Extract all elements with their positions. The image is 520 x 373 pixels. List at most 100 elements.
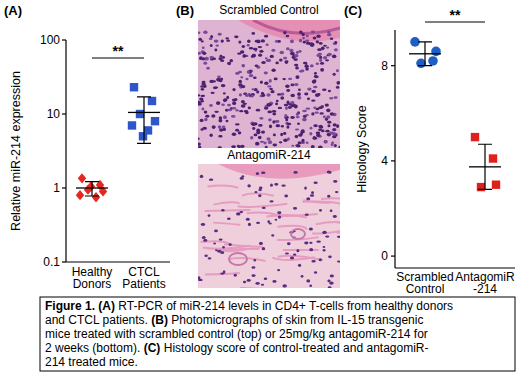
point [139, 132, 147, 140]
y-tick-label: 0 [381, 249, 388, 263]
caption-run: mice treated with scrambled control (top… [45, 327, 428, 341]
nucleus [222, 246, 225, 248]
nucleus [309, 248, 313, 251]
nucleus [313, 86, 318, 88]
nucleus [296, 116, 300, 118]
nucleus [227, 104, 231, 107]
collagen [240, 288, 281, 289]
nucleus [276, 100, 279, 102]
nucleus [336, 124, 339, 128]
photo-background [198, 20, 340, 148]
y-axis [65, 40, 66, 262]
nucleus [302, 37, 305, 40]
nucleus [201, 223, 205, 226]
nucleus [293, 171, 297, 174]
point [130, 83, 138, 91]
nucleus [198, 32, 200, 34]
nucleus [271, 90, 275, 93]
caption-run: and CTCL patients. [45, 313, 151, 327]
nucleus [314, 181, 318, 184]
nucleus [290, 40, 294, 44]
nucleus [275, 120, 280, 123]
nucleus [276, 124, 281, 127]
nucleus [330, 274, 334, 277]
y-tick-label: 4 [381, 154, 388, 168]
caption-line: mice treated with scrambled control (top… [45, 327, 428, 341]
nucleus [271, 234, 274, 236]
nucleus [283, 57, 287, 60]
nucleus [287, 100, 290, 104]
nucleus [304, 64, 308, 67]
nucleus [204, 255, 207, 257]
nucleus [284, 104, 288, 107]
nucleus [223, 92, 226, 94]
nucleus [302, 110, 307, 112]
nucleus [309, 284, 312, 287]
nucleus [264, 278, 268, 281]
nucleus [314, 112, 319, 114]
nucleus [294, 64, 298, 67]
collagen [242, 193, 274, 196]
nucleus [329, 97, 333, 100]
nucleus [237, 145, 240, 148]
nucleus [200, 119, 204, 122]
nucleus [206, 67, 210, 70]
nucleus [227, 62, 230, 65]
nucleus [311, 191, 314, 194]
nucleus [306, 197, 310, 200]
nucleus [251, 266, 255, 269]
nucleus [323, 246, 326, 248]
nucleus [217, 75, 221, 78]
nucleus [204, 118, 208, 121]
photo [198, 20, 340, 148]
nucleus [277, 93, 281, 95]
nucleus [332, 128, 336, 131]
nucleus [286, 47, 290, 50]
caption-run: 214 treated mice. [45, 355, 138, 369]
nucleus [336, 81, 340, 85]
nucleus [325, 130, 329, 133]
nucleus [313, 137, 318, 140]
nucleus [213, 242, 216, 244]
nucleus [255, 64, 259, 66]
nucleus [234, 274, 237, 277]
point [151, 117, 159, 125]
x-tick-label: CTCLPatients [122, 265, 165, 291]
nucleus [295, 144, 299, 146]
nucleus [333, 215, 337, 218]
caption-run: 2 weeks (bottom). [45, 341, 144, 355]
y-tick [391, 160, 395, 161]
nucleus [312, 80, 315, 84]
nucleus [286, 125, 289, 129]
nucleus [204, 110, 208, 113]
nucleus [333, 180, 337, 183]
caption-run: Photomicrographs of skin from IL-15 tran… [168, 313, 423, 327]
nucleus [314, 271, 317, 274]
nucleus [278, 40, 281, 43]
nucleus [262, 247, 266, 250]
collagen [339, 205, 340, 207]
nucleus [198, 103, 202, 106]
nucleus [322, 231, 325, 234]
nucleus [261, 61, 265, 64]
nucleus [213, 80, 216, 82]
caption-line: 2 weeks (bottom). (C) Histology score of… [45, 341, 429, 355]
nucleus [247, 184, 250, 187]
nucleus [316, 132, 321, 135]
nucleus [235, 123, 240, 125]
nucleus [290, 84, 294, 87]
nucleus [280, 96, 284, 100]
y-tick-label: 0.1 [43, 255, 60, 269]
nucleus [327, 53, 331, 56]
point [92, 192, 100, 202]
nucleus [287, 242, 291, 245]
nucleus [239, 93, 242, 96]
nucleus [209, 133, 212, 137]
nucleus [281, 184, 285, 186]
nucleus [238, 41, 241, 44]
nucleus [203, 30, 207, 34]
nucleus [336, 86, 339, 89]
nucleus [318, 129, 322, 131]
nucleus [256, 90, 259, 93]
nucleus [317, 134, 320, 137]
